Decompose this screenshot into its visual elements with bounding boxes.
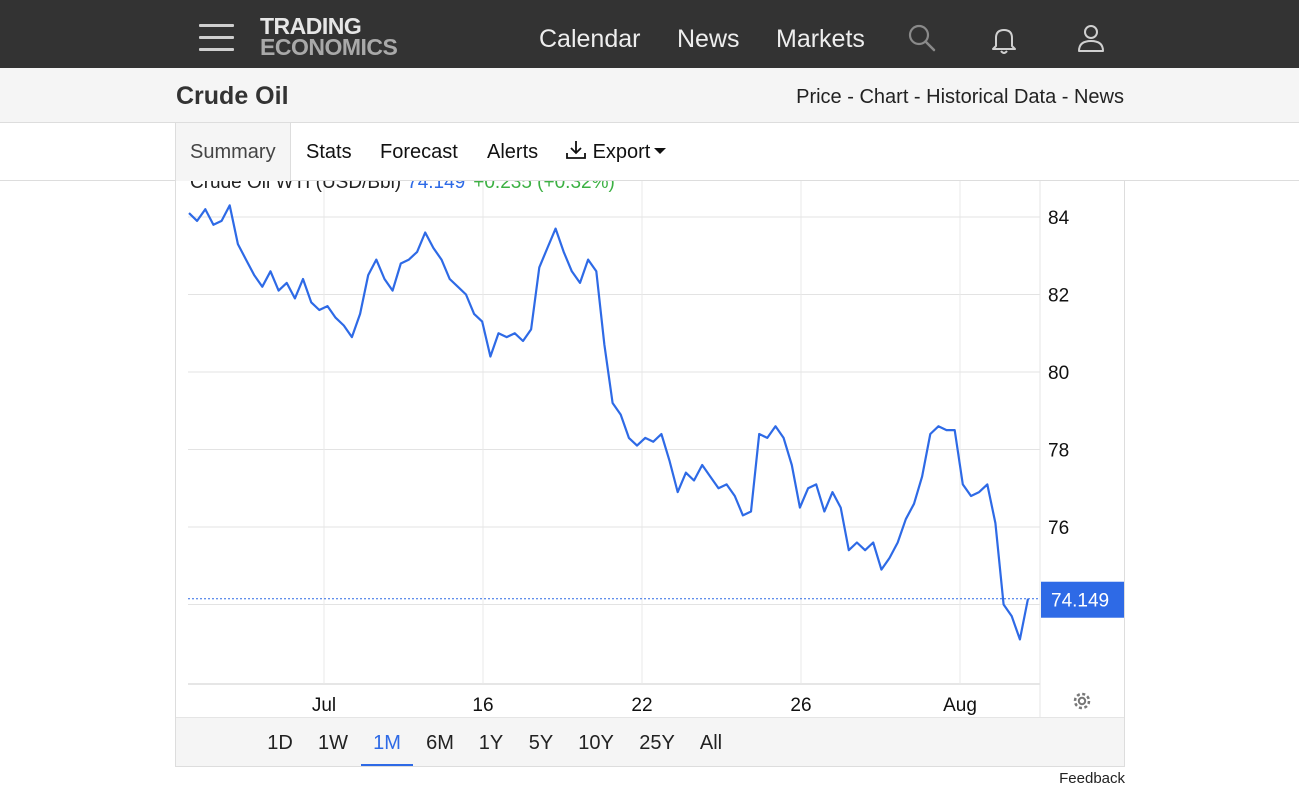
crumb-price[interactable]: Price <box>796 86 842 108</box>
sub-header: Crude Oil Price - Chart - Historical Dat… <box>0 68 1299 123</box>
series-line <box>188 204 1030 641</box>
tab-summary[interactable]: Summary <box>175 123 291 181</box>
top-navigation-bar: TRADING ECONOMICS Calendar News Markets <box>0 0 1299 68</box>
download-icon <box>566 141 586 159</box>
y-tick-label: 84 <box>1048 208 1070 229</box>
export-label: Export <box>592 141 651 163</box>
range-all[interactable]: All <box>699 732 723 754</box>
range-selector: 1D 1W 1M 6M 1Y 5Y 10Y 25Y All <box>176 717 1124 766</box>
menu-icon[interactable] <box>199 24 234 52</box>
range-10y[interactable]: 10Y <box>578 732 614 754</box>
crumb-separator: - <box>841 86 860 108</box>
last-price-box <box>1041 581 1124 618</box>
user-icon[interactable] <box>1075 22 1107 54</box>
price-chart: 76 78 80 82 84 Jul 16 22 26 Aug 74.149 Crude Oil… <box>175 181 1125 767</box>
range-5y[interactable]: 5Y <box>528 732 554 754</box>
y-tick-label: 82 <box>1048 286 1069 307</box>
site-logo[interactable]: TRADING ECONOMICS <box>260 13 430 60</box>
price-change: +0.235 (+0.32%) <box>473 181 615 193</box>
chart-legend: Crude Oil WTI (USD/Bbl) 74.149 +0.235 (+0.… <box>190 181 615 194</box>
search-icon[interactable] <box>906 22 938 54</box>
caret-down-icon <box>654 147 667 154</box>
range-1m[interactable]: 1M <box>361 726 413 766</box>
x-tick-label: Jul <box>312 695 336 716</box>
crumb-separator: - <box>908 86 927 108</box>
settings-gear-icon[interactable] <box>1073 692 1091 710</box>
series-name: Crude Oil WTI (USD/Bbl) <box>190 181 402 193</box>
tab-alerts[interactable]: Alerts <box>487 141 539 163</box>
crumb-separator: - <box>1056 86 1074 108</box>
range-6m[interactable]: 6M <box>426 732 454 754</box>
chart-plot[interactable]: 76 78 80 82 84 Jul 16 22 26 Aug 74.149 <box>176 181 1125 717</box>
range-1d[interactable]: 1D <box>267 732 293 754</box>
crumb-news[interactable]: News <box>1073 86 1124 108</box>
logo-line-1: TRADING <box>260 13 362 39</box>
last-price-label: 74.149 <box>1051 591 1109 612</box>
nav-markets[interactable]: Markets <box>776 25 865 53</box>
tab-forecast[interactable]: Forecast <box>380 141 458 163</box>
y-tick-label: 76 <box>1048 518 1069 539</box>
range-25y[interactable]: 25Y <box>639 732 675 754</box>
current-price: 74.149 <box>407 181 466 193</box>
x-tick-label: 16 <box>472 695 493 716</box>
logo-line-2: ECONOMICS <box>260 34 398 60</box>
crumb-chart[interactable]: Chart <box>859 86 909 108</box>
range-1w[interactable]: 1W <box>318 732 348 754</box>
page-title: Crude Oil <box>176 82 289 110</box>
y-tick-label: 80 <box>1048 363 1069 384</box>
tab-stats[interactable]: Stats <box>306 141 352 163</box>
crumb-historical-data[interactable]: Historical Data <box>926 86 1057 108</box>
range-1y[interactable]: 1Y <box>478 732 504 754</box>
nav-news[interactable]: News <box>677 25 740 53</box>
tabs-bar: Summary Stats Forecast Alerts Export <box>0 123 1299 181</box>
x-tick-label: 22 <box>631 695 652 716</box>
tab-export[interactable]: Export <box>551 123 680 181</box>
breadcrumb: Price - Chart - Historical Data - News <box>796 86 1124 109</box>
x-tick-label: 26 <box>790 695 811 716</box>
x-tick-label: Aug <box>943 695 977 716</box>
nav-calendar[interactable]: Calendar <box>539 25 641 53</box>
y-tick-label: 78 <box>1048 441 1069 462</box>
feedback-link[interactable]: Feedback <box>1059 770 1125 787</box>
bell-icon[interactable] <box>988 24 1020 56</box>
